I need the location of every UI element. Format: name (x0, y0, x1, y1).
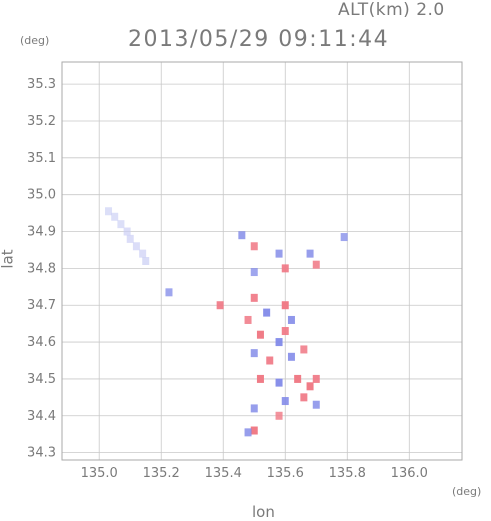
echo-cell (275, 378, 283, 387)
echo-cell (281, 301, 289, 310)
x-tick-label: 136.0 (391, 466, 428, 481)
echo-cell (281, 264, 289, 273)
echo-cell (132, 242, 140, 251)
y-tick-label: 34.6 (27, 335, 56, 350)
echo-cell (294, 374, 302, 383)
radar-echo-cells (105, 207, 348, 437)
echo-cell (250, 404, 258, 413)
echo-cell (256, 330, 264, 339)
echo-cell (281, 327, 289, 336)
echo-cell (250, 268, 258, 277)
y-tick-label: 35.2 (27, 114, 56, 129)
echo-cell (275, 249, 283, 258)
y-tick-label: 34.4 (27, 409, 56, 424)
x-tick-labels: 135.0 135.2 135.4 135.6 135.8 136.0 (81, 466, 428, 481)
x-tick-label: 135.0 (81, 466, 118, 481)
echo-cell (105, 207, 113, 216)
y-tick-label: 35.1 (27, 151, 56, 166)
x-unit-label: (deg) (452, 485, 482, 498)
echo-cell (312, 374, 320, 383)
echo-cell (123, 227, 131, 236)
echo-cell (244, 315, 252, 324)
y-unit-label: (deg) (20, 34, 50, 47)
echo-cell (281, 397, 289, 406)
echo-cell (312, 400, 320, 409)
echo-cell (340, 233, 348, 242)
echo-cell (250, 426, 258, 435)
echo-cell (275, 411, 283, 420)
echo-cell (306, 382, 314, 391)
echo-cell (250, 293, 258, 302)
y-tick-label: 34.7 (27, 298, 56, 313)
echo-cell (216, 301, 224, 310)
echo-cell (263, 308, 271, 317)
echo-cell (266, 356, 274, 365)
x-tick-label: 135.2 (143, 466, 180, 481)
echo-cell (244, 428, 252, 437)
y-tick-label: 34.9 (27, 225, 56, 240)
y-tick-labels: 34.3 34.4 34.5 34.6 34.7 34.8 34.9 35.0 35.1 35.2… (27, 77, 56, 461)
y-tick-label: 35.0 (27, 188, 56, 203)
echo-cell (142, 257, 150, 265)
y-tick-label: 34.5 (27, 372, 56, 387)
x-tick-label: 135.6 (267, 466, 304, 481)
y-tick-label: 34.3 (27, 446, 56, 461)
timestamp-title: 2013/05/29 09:11:44 (128, 27, 390, 52)
grid-lines (62, 62, 462, 460)
echo-cell (287, 352, 295, 361)
echo-cell (250, 349, 258, 358)
echo-cell (250, 242, 258, 251)
echo-cell (300, 393, 308, 402)
x-axis-label: lon (252, 503, 275, 521)
echo-cell (165, 288, 173, 297)
echo-cell (139, 249, 147, 258)
echo-cell (287, 315, 295, 324)
echo-cell (238, 231, 246, 240)
echo-cell (111, 212, 119, 221)
y-tick-label: 35.3 (27, 77, 56, 92)
echo-cell (126, 234, 134, 243)
y-tick-label: 34.8 (27, 261, 56, 276)
plot-frame (61, 61, 463, 461)
echo-cell (256, 374, 264, 383)
echo-cell (275, 338, 283, 347)
echo-cell (312, 260, 320, 269)
x-tick-label: 135.4 (205, 466, 242, 481)
echo-cell (117, 220, 125, 229)
altitude-label: ALT(km) 2.0 (338, 0, 445, 20)
x-tick-label: 135.8 (329, 466, 366, 481)
echo-cell (306, 249, 314, 258)
echo-cell (300, 345, 308, 354)
